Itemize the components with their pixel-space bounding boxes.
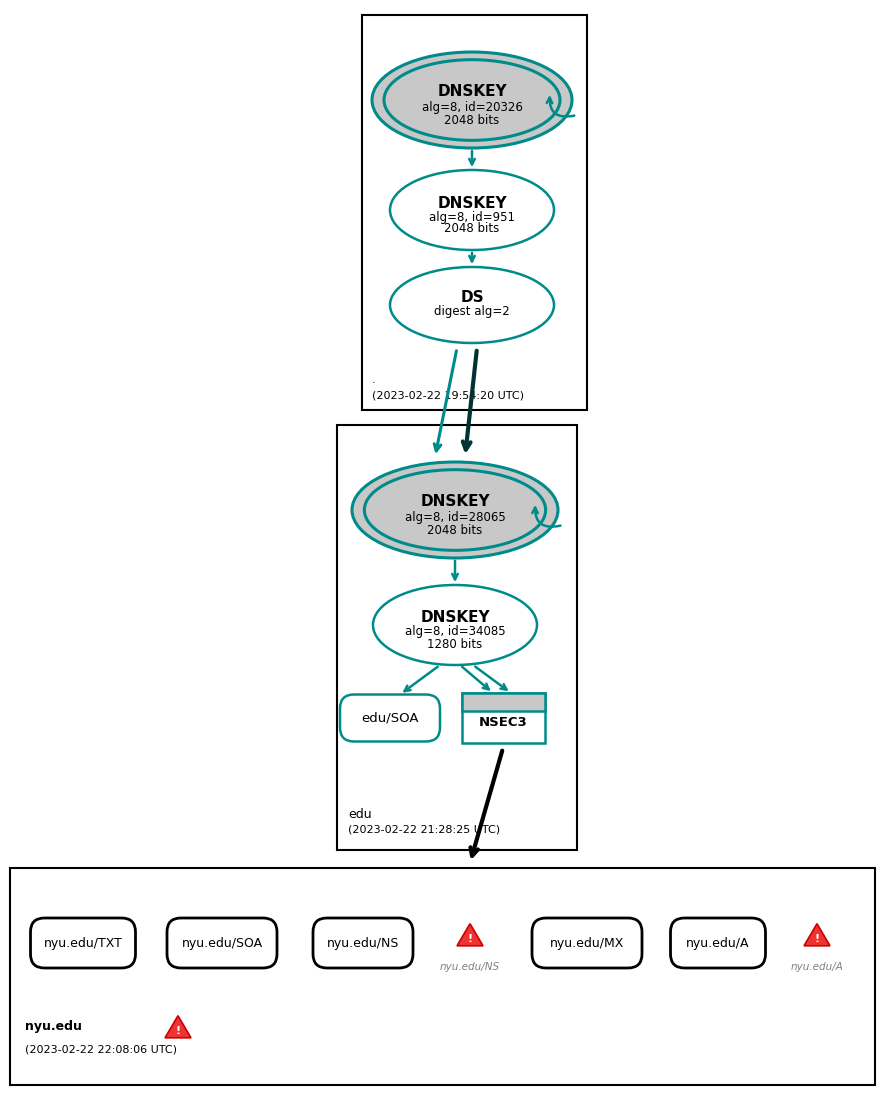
Text: nyu.edu/TXT: nyu.edu/TXT xyxy=(43,937,122,950)
Polygon shape xyxy=(165,1016,191,1038)
Bar xyxy=(337,425,577,850)
FancyBboxPatch shape xyxy=(671,918,766,968)
Text: 2048 bits: 2048 bits xyxy=(444,223,500,235)
Text: !: ! xyxy=(814,933,820,943)
Ellipse shape xyxy=(384,59,560,141)
Text: nyu.edu/A: nyu.edu/A xyxy=(686,937,750,950)
Text: nyu.edu/SOA: nyu.edu/SOA xyxy=(181,937,263,950)
FancyBboxPatch shape xyxy=(532,918,642,968)
Text: alg=8, id=28065: alg=8, id=28065 xyxy=(404,512,505,525)
Ellipse shape xyxy=(390,267,554,343)
Text: 2048 bits: 2048 bits xyxy=(444,114,500,127)
Text: edu: edu xyxy=(348,808,372,821)
Text: (2023-02-22 22:08:06 UTC): (2023-02-22 22:08:06 UTC) xyxy=(25,1045,177,1055)
Text: (2023-02-22 21:28:25 UTC): (2023-02-22 21:28:25 UTC) xyxy=(348,825,500,834)
Bar xyxy=(362,15,587,410)
Text: edu/SOA: edu/SOA xyxy=(361,712,419,725)
Text: .: . xyxy=(372,376,375,385)
Text: nyu.edu/NS: nyu.edu/NS xyxy=(327,937,399,950)
Ellipse shape xyxy=(390,170,554,250)
Ellipse shape xyxy=(352,462,558,558)
Bar xyxy=(461,693,544,743)
Text: alg=8, id=951: alg=8, id=951 xyxy=(429,211,515,224)
Bar xyxy=(10,869,875,1085)
Text: digest alg=2: digest alg=2 xyxy=(435,305,510,318)
Text: NSEC3: NSEC3 xyxy=(479,717,527,729)
Text: !: ! xyxy=(175,1026,181,1035)
Polygon shape xyxy=(457,923,483,945)
Text: (2023-02-22 19:54:20 UTC): (2023-02-22 19:54:20 UTC) xyxy=(372,390,524,400)
FancyBboxPatch shape xyxy=(30,918,135,968)
Text: nyu.edu/NS: nyu.edu/NS xyxy=(440,962,500,972)
Text: 1280 bits: 1280 bits xyxy=(427,638,482,650)
Text: alg=8, id=20326: alg=8, id=20326 xyxy=(421,101,522,114)
Bar xyxy=(461,693,544,710)
Ellipse shape xyxy=(365,470,546,550)
Text: !: ! xyxy=(467,933,473,943)
Text: DNSKEY: DNSKEY xyxy=(437,195,507,211)
Text: alg=8, id=34085: alg=8, id=34085 xyxy=(404,626,505,639)
Text: DNSKEY: DNSKEY xyxy=(437,85,507,100)
Text: nyu.edu: nyu.edu xyxy=(25,1020,82,1033)
FancyBboxPatch shape xyxy=(167,918,277,968)
Ellipse shape xyxy=(373,585,537,665)
Text: nyu.edu/A: nyu.edu/A xyxy=(790,962,843,972)
Polygon shape xyxy=(804,923,830,945)
Text: nyu.edu/MX: nyu.edu/MX xyxy=(550,937,624,950)
Text: DNSKEY: DNSKEY xyxy=(420,610,489,626)
Text: 2048 bits: 2048 bits xyxy=(427,525,482,538)
FancyBboxPatch shape xyxy=(340,695,440,741)
Ellipse shape xyxy=(372,52,572,148)
FancyBboxPatch shape xyxy=(313,918,413,968)
Text: DS: DS xyxy=(460,291,484,305)
Text: DNSKEY: DNSKEY xyxy=(420,494,489,509)
